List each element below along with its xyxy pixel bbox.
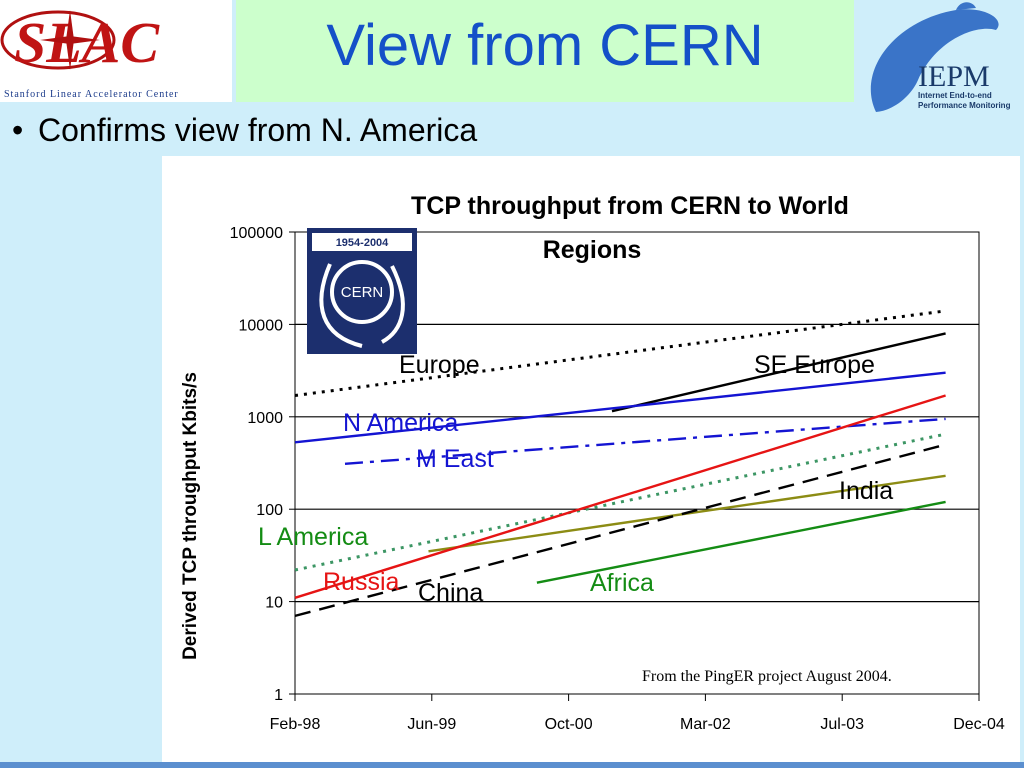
y-tick-label: 10: [265, 595, 283, 612]
page-title: View from CERN: [326, 13, 764, 78]
y-tick-label: 100: [256, 502, 283, 519]
series-label-m-east: M East: [416, 445, 494, 473]
source-note: From the PingER project August 2004.: [642, 668, 892, 685]
x-tick-label: Feb-98: [270, 716, 321, 733]
series-line-africa: [536, 500, 946, 584]
series-line-europe: [294, 309, 946, 397]
dolphin-icon: [870, 9, 999, 112]
x-tick-label: Jul-03: [820, 716, 864, 733]
bullet-dot: •: [12, 112, 24, 148]
series-label-n-america: N America: [343, 409, 458, 437]
iepm-subtitle-1: Internet End-to-end: [918, 91, 992, 100]
y-tick-label: 1: [274, 687, 283, 704]
y-tick-label: 100000: [230, 225, 283, 242]
chart-title-line2: Regions: [543, 236, 642, 264]
y-tick-label: 1000: [247, 410, 283, 427]
x-tick-label: Mar-02: [680, 716, 731, 733]
series-label-russia: Russia: [323, 568, 400, 596]
title-band: View from CERN: [236, 0, 854, 102]
iepm-subtitle-2: Performance Monitoring: [918, 101, 1011, 110]
series-line-china: [294, 443, 946, 618]
iepm-logo-text: IEPM: [918, 60, 990, 93]
slac-logo: SLAC Stanford Linear Accelerator Center: [0, 0, 232, 102]
cern-logo-text: CERN: [341, 284, 384, 301]
cern-logo: 1954-2004 CERN: [307, 228, 417, 354]
throughput-chart: 1 10 100 1000 10000 100000 Feb-98 Jun-99 Oct-00…: [180, 192, 1005, 733]
series-label-china: China: [418, 579, 483, 607]
x-tick-label: Oct-00: [545, 716, 593, 733]
series-line-se-europe: [611, 332, 946, 413]
footer-line: [0, 762, 1024, 768]
y-axis-label: Derived TCP throughput Kbits/s: [180, 372, 201, 660]
y-tick-label: 10000: [239, 317, 284, 334]
slac-logo-text: SLAC: [14, 10, 160, 75]
series-line-m-east: [344, 417, 946, 465]
series-line-l-america: [294, 432, 946, 572]
chart-panel: 1 10 100 1000 10000 100000 Feb-98 Jun-99 Oct-00…: [162, 156, 1020, 762]
series-line-russia: [294, 394, 946, 599]
series-label-l-america: L America: [258, 523, 368, 551]
bullet-point: • Confirms view from N. America: [12, 112, 477, 149]
series-line-n-america: [294, 371, 946, 444]
series-label-se-europe: SE Europe: [754, 351, 875, 379]
iepm-logo: IEPM Internet End-to-end Performance Mon…: [856, 0, 1024, 118]
cern-logo-years: 1954-2004: [336, 237, 389, 249]
bullet-text: Confirms view from N. America: [38, 112, 478, 148]
series-label-india: India: [839, 477, 893, 505]
slac-subtitle: Stanford Linear Accelerator Center: [4, 89, 179, 100]
x-tick-label: Dec-04: [953, 716, 1005, 733]
series-label-africa: Africa: [590, 569, 654, 597]
series-label-europe: Europe: [399, 351, 480, 379]
x-tick-label: Jun-99: [407, 716, 456, 733]
chart-title-line1: TCP throughput from CERN to World: [411, 192, 849, 220]
